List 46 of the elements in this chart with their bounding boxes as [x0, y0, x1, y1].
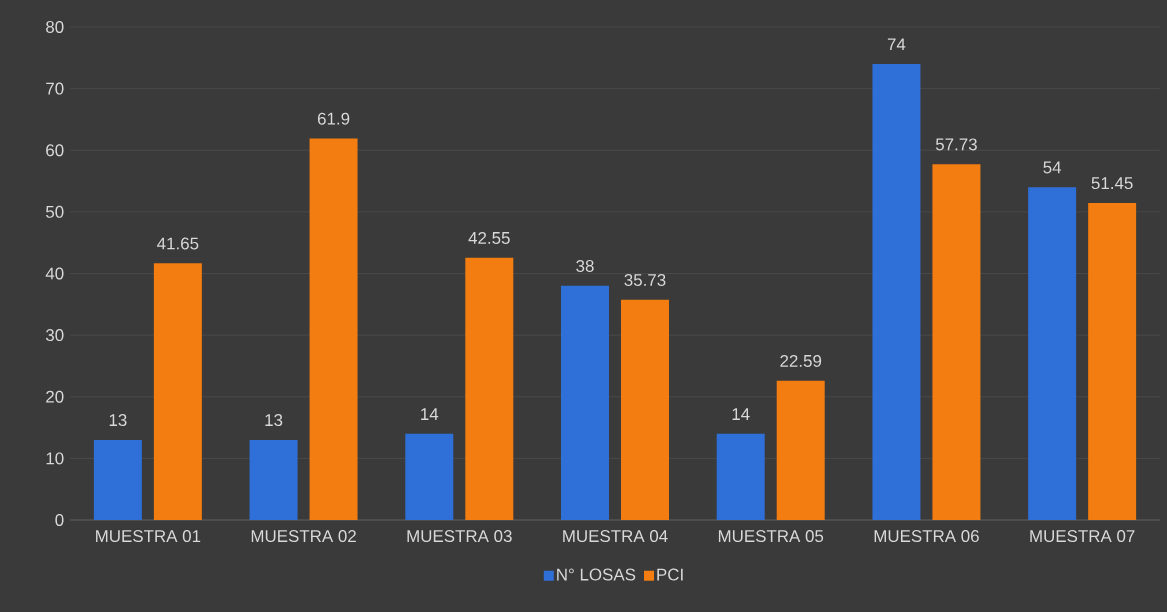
x-tick-label: MUESTRA 04 [563, 530, 668, 543]
data-label: 41.65 [157, 237, 199, 250]
bar [872, 63, 921, 520]
bar [621, 299, 669, 520]
bar [776, 380, 825, 520]
x-tick-label: MUESTRA 05 [718, 530, 824, 543]
y-tick-label: 50 [45, 205, 64, 218]
data-label: 61.9 [317, 112, 350, 125]
data-label: 51.45 [1091, 177, 1133, 190]
data-label: 14 [732, 408, 750, 420]
data-label: 54 [1043, 161, 1062, 174]
y-tick-label: 60 [46, 144, 64, 157]
bar [153, 263, 202, 520]
bar [93, 439, 142, 520]
x-tick-label: MUESTRA 07 [1030, 530, 1135, 543]
x-tick-label: MUESTRA 06 [874, 530, 979, 543]
y-tick-label: 0 [55, 514, 64, 526]
x-tick-label: MUESTRA 01 [96, 530, 201, 543]
data-label: 22.59 [780, 354, 822, 367]
y-tick-label: 20 [46, 390, 64, 403]
y-tick-label: 40 [45, 267, 64, 280]
x-tick-label: MUESTRA 02 [251, 530, 356, 543]
bar [932, 164, 981, 520]
data-label: 57.73 [935, 138, 977, 151]
data-label: 14 [421, 408, 439, 420]
y-tick-label: 70 [46, 82, 64, 95]
y-tick-label: 10 [46, 452, 64, 465]
data-label: 35.73 [624, 273, 666, 286]
legend-label: N° LOSAS [557, 568, 636, 581]
y-tick-label: 30 [45, 329, 64, 342]
bar [1028, 187, 1077, 520]
bar [405, 433, 454, 520]
legend-label: PCI [657, 568, 683, 581]
bar [249, 439, 298, 520]
data-label: 74 [887, 38, 906, 51]
y-tick-label: 80 [46, 20, 64, 33]
bar [1088, 202, 1137, 520]
bar [309, 138, 358, 520]
bar [561, 285, 609, 520]
bar [465, 257, 514, 520]
x-tick-label: MUESTRA 03 [407, 530, 512, 543]
bar [716, 433, 765, 520]
data-label: 42.55 [468, 231, 510, 244]
data-label: 13 [109, 414, 127, 427]
data-label: 38 [576, 259, 594, 272]
data-label: 13 [265, 414, 283, 427]
